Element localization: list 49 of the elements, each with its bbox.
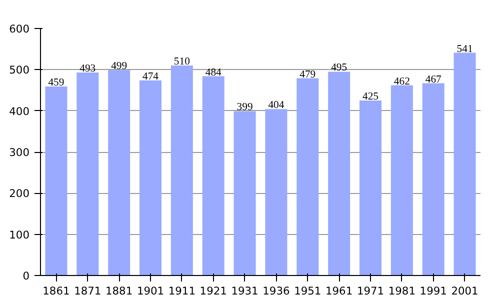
data-label: 493 [80, 64, 96, 75]
bar [328, 72, 350, 276]
y-tick-label: 500 [9, 64, 30, 77]
y-tick-label: 600 [9, 22, 30, 36]
bar [422, 83, 444, 276]
x-tick-label: 1991 [420, 284, 447, 298]
data-label: 541 [456, 44, 473, 55]
y-tick-label: 400 [9, 104, 30, 118]
bar [45, 86, 68, 276]
bar [76, 72, 99, 276]
bar [360, 100, 382, 276]
x-tick-label: 1951 [294, 284, 322, 298]
bar [170, 66, 193, 276]
x-tick-label: 1911 [168, 284, 196, 298]
data-label: 399 [236, 102, 253, 114]
data-label: 467 [425, 74, 442, 86]
x-tick-label: 1981 [388, 284, 416, 298]
data-label: 425 [362, 92, 378, 103]
data-label: 462 [394, 76, 410, 88]
y-tick-label: 0 [22, 270, 30, 282]
data-label: 474 [142, 71, 160, 82]
x-tick-label: 2001 [451, 284, 478, 298]
bar [265, 109, 288, 276]
data-label: 459 [48, 78, 64, 89]
data-label: 404 [268, 100, 285, 112]
bar [234, 111, 256, 276]
x-tick-label: 1931 [231, 284, 258, 298]
data-label: 479 [300, 69, 316, 80]
bar [140, 80, 162, 276]
y-tick-label: 300 [9, 146, 30, 159]
bar [390, 85, 413, 276]
x-tick-label: 1936 [262, 284, 290, 298]
data-label: 484 [205, 67, 222, 78]
y-tick-label: 200 [9, 187, 30, 200]
bar [202, 76, 224, 276]
bar [454, 52, 476, 276]
x-tick-label: 1921 [200, 284, 227, 298]
data-label: 495 [331, 62, 348, 74]
bar [296, 78, 319, 276]
x-tick-label: 1861 [42, 284, 70, 298]
data-label: 510 [174, 56, 190, 68]
x-tick-label: 1971 [356, 284, 384, 298]
x-tick-label: 1881 [106, 284, 133, 298]
bar [108, 70, 130, 276]
y-tick-label: 100 [9, 228, 30, 242]
x-tick-label: 1901 [136, 284, 164, 298]
x-tick-label: 1871 [74, 284, 102, 298]
data-label: 499 [111, 61, 128, 72]
x-tick-label: 1961 [326, 284, 353, 298]
